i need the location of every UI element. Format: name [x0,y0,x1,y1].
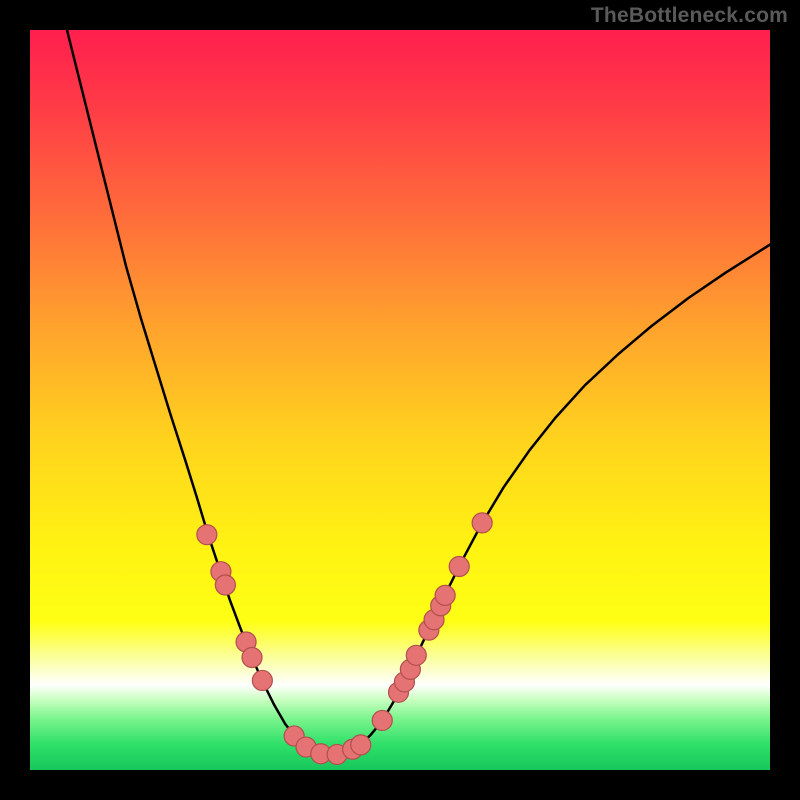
marker-point [406,645,426,665]
marker-point [372,710,392,730]
marker-point [215,575,235,595]
plot-svg [30,30,770,770]
marker-point [252,670,272,690]
marker-point [351,735,371,755]
marker-point [472,513,492,533]
watermark-text: TheBottleneck.com [591,4,788,28]
marker-point [435,585,455,605]
marker-point [449,557,469,577]
marker-point [242,648,262,668]
chart-frame: TheBottleneck.com [0,0,800,800]
background-gradient [30,30,770,770]
plot-area [30,30,770,770]
marker-point [197,525,217,545]
